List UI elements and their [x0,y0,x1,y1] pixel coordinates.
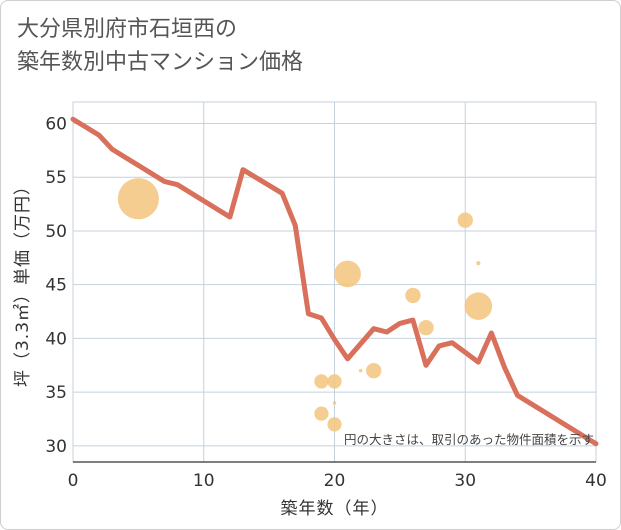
x-tick-label: 10 [193,471,215,491]
y-axis-label: 坪（3.3㎡）単価（万円） [13,177,33,387]
x-tick-label: 20 [324,471,346,491]
data-bubble [366,362,382,379]
x-axis-label: 築年数（年） [281,499,389,519]
data-bubble [332,401,337,405]
y-tick-label: 55 [45,168,67,188]
data-bubble [476,261,481,266]
data-bubble [314,374,329,389]
tick-labels: 0 10 20 30 40 30 35 40 45 50 55 60 [45,114,606,491]
chart-title-line-1: 大分県別府市石垣西の [17,17,238,42]
y-tick-label: 35 [45,383,67,403]
y-tick-label: 45 [45,276,67,296]
data-bubble [418,319,434,336]
data-bubble [327,417,342,432]
x-tick-label: 30 [454,471,476,491]
data-bubble [117,178,159,220]
data-bubble [358,368,363,373]
data-bubble [334,260,361,288]
chart-title: 大分県別府市石垣西の 築年数別中古マンション価格 [17,13,303,79]
chart-title-line-2: 築年数別中古マンション価格 [17,50,304,75]
size-note: 円の大きさは、取引のあった物件面積を示す [344,432,594,447]
y-tick-label: 50 [45,222,67,242]
bubble-series [117,178,493,432]
data-bubble [464,292,493,320]
price-line [70,116,599,447]
grid-lines [72,101,597,463]
price-line-series [70,116,599,447]
data-bubble [405,287,421,304]
data-bubble [457,212,473,228]
data-bubble [327,374,342,389]
data-bubble [314,406,329,421]
y-tick-label: 40 [45,329,67,349]
y-tick-label: 60 [45,114,67,134]
x-tick-label: 0 [68,471,79,491]
x-tick-label: 40 [585,471,607,491]
y-tick-label: 30 [45,437,67,457]
